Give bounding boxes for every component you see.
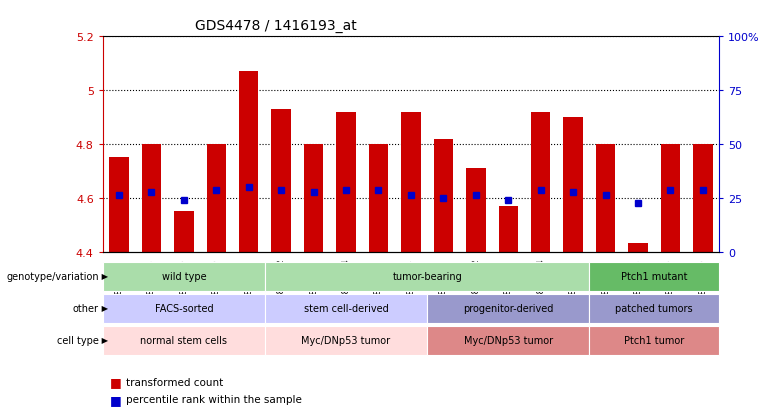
Text: ■: ■ — [110, 393, 122, 406]
Text: transformed count: transformed count — [126, 377, 223, 387]
Text: genotype/variation: genotype/variation — [6, 271, 99, 281]
Text: other: other — [73, 303, 99, 313]
Text: stem cell-derived: stem cell-derived — [304, 304, 388, 313]
Bar — [498, 206, 518, 252]
Bar — [369, 145, 388, 252]
Bar — [206, 145, 226, 252]
Text: tumor-bearing: tumor-bearing — [392, 272, 462, 282]
Bar — [434, 139, 453, 252]
Text: percentile rank within the sample: percentile rank within the sample — [126, 394, 301, 404]
Text: Myc/DNp53 tumor: Myc/DNp53 tumor — [463, 335, 552, 345]
Bar — [239, 72, 259, 252]
Text: FACS-sorted: FACS-sorted — [154, 304, 213, 313]
Text: ■: ■ — [110, 375, 122, 389]
Text: GDS4478 / 1416193_at: GDS4478 / 1416193_at — [195, 19, 357, 33]
Text: ▶: ▶ — [99, 304, 108, 312]
Bar — [661, 145, 680, 252]
Bar — [110, 158, 129, 252]
Bar — [272, 110, 291, 252]
Bar — [336, 112, 356, 252]
Bar — [531, 112, 550, 252]
Text: patched tumors: patched tumors — [616, 304, 693, 313]
Text: Myc/DNp53 tumor: Myc/DNp53 tumor — [301, 335, 390, 345]
Text: normal stem cells: normal stem cells — [140, 335, 228, 345]
Text: progenitor-derived: progenitor-derived — [463, 304, 553, 313]
Bar — [629, 244, 648, 252]
Bar — [466, 169, 486, 252]
Bar — [693, 145, 712, 252]
Text: ▶: ▶ — [99, 335, 108, 344]
Text: Ptch1 tumor: Ptch1 tumor — [624, 335, 684, 345]
Bar — [401, 112, 421, 252]
Bar — [304, 145, 323, 252]
Bar — [174, 212, 193, 252]
Bar — [596, 145, 616, 252]
Bar — [563, 118, 583, 252]
Text: cell type: cell type — [57, 335, 99, 345]
Text: wild type: wild type — [161, 272, 206, 282]
Text: Ptch1 mutant: Ptch1 mutant — [621, 272, 687, 282]
Bar — [142, 145, 161, 252]
Text: ▶: ▶ — [99, 272, 108, 280]
